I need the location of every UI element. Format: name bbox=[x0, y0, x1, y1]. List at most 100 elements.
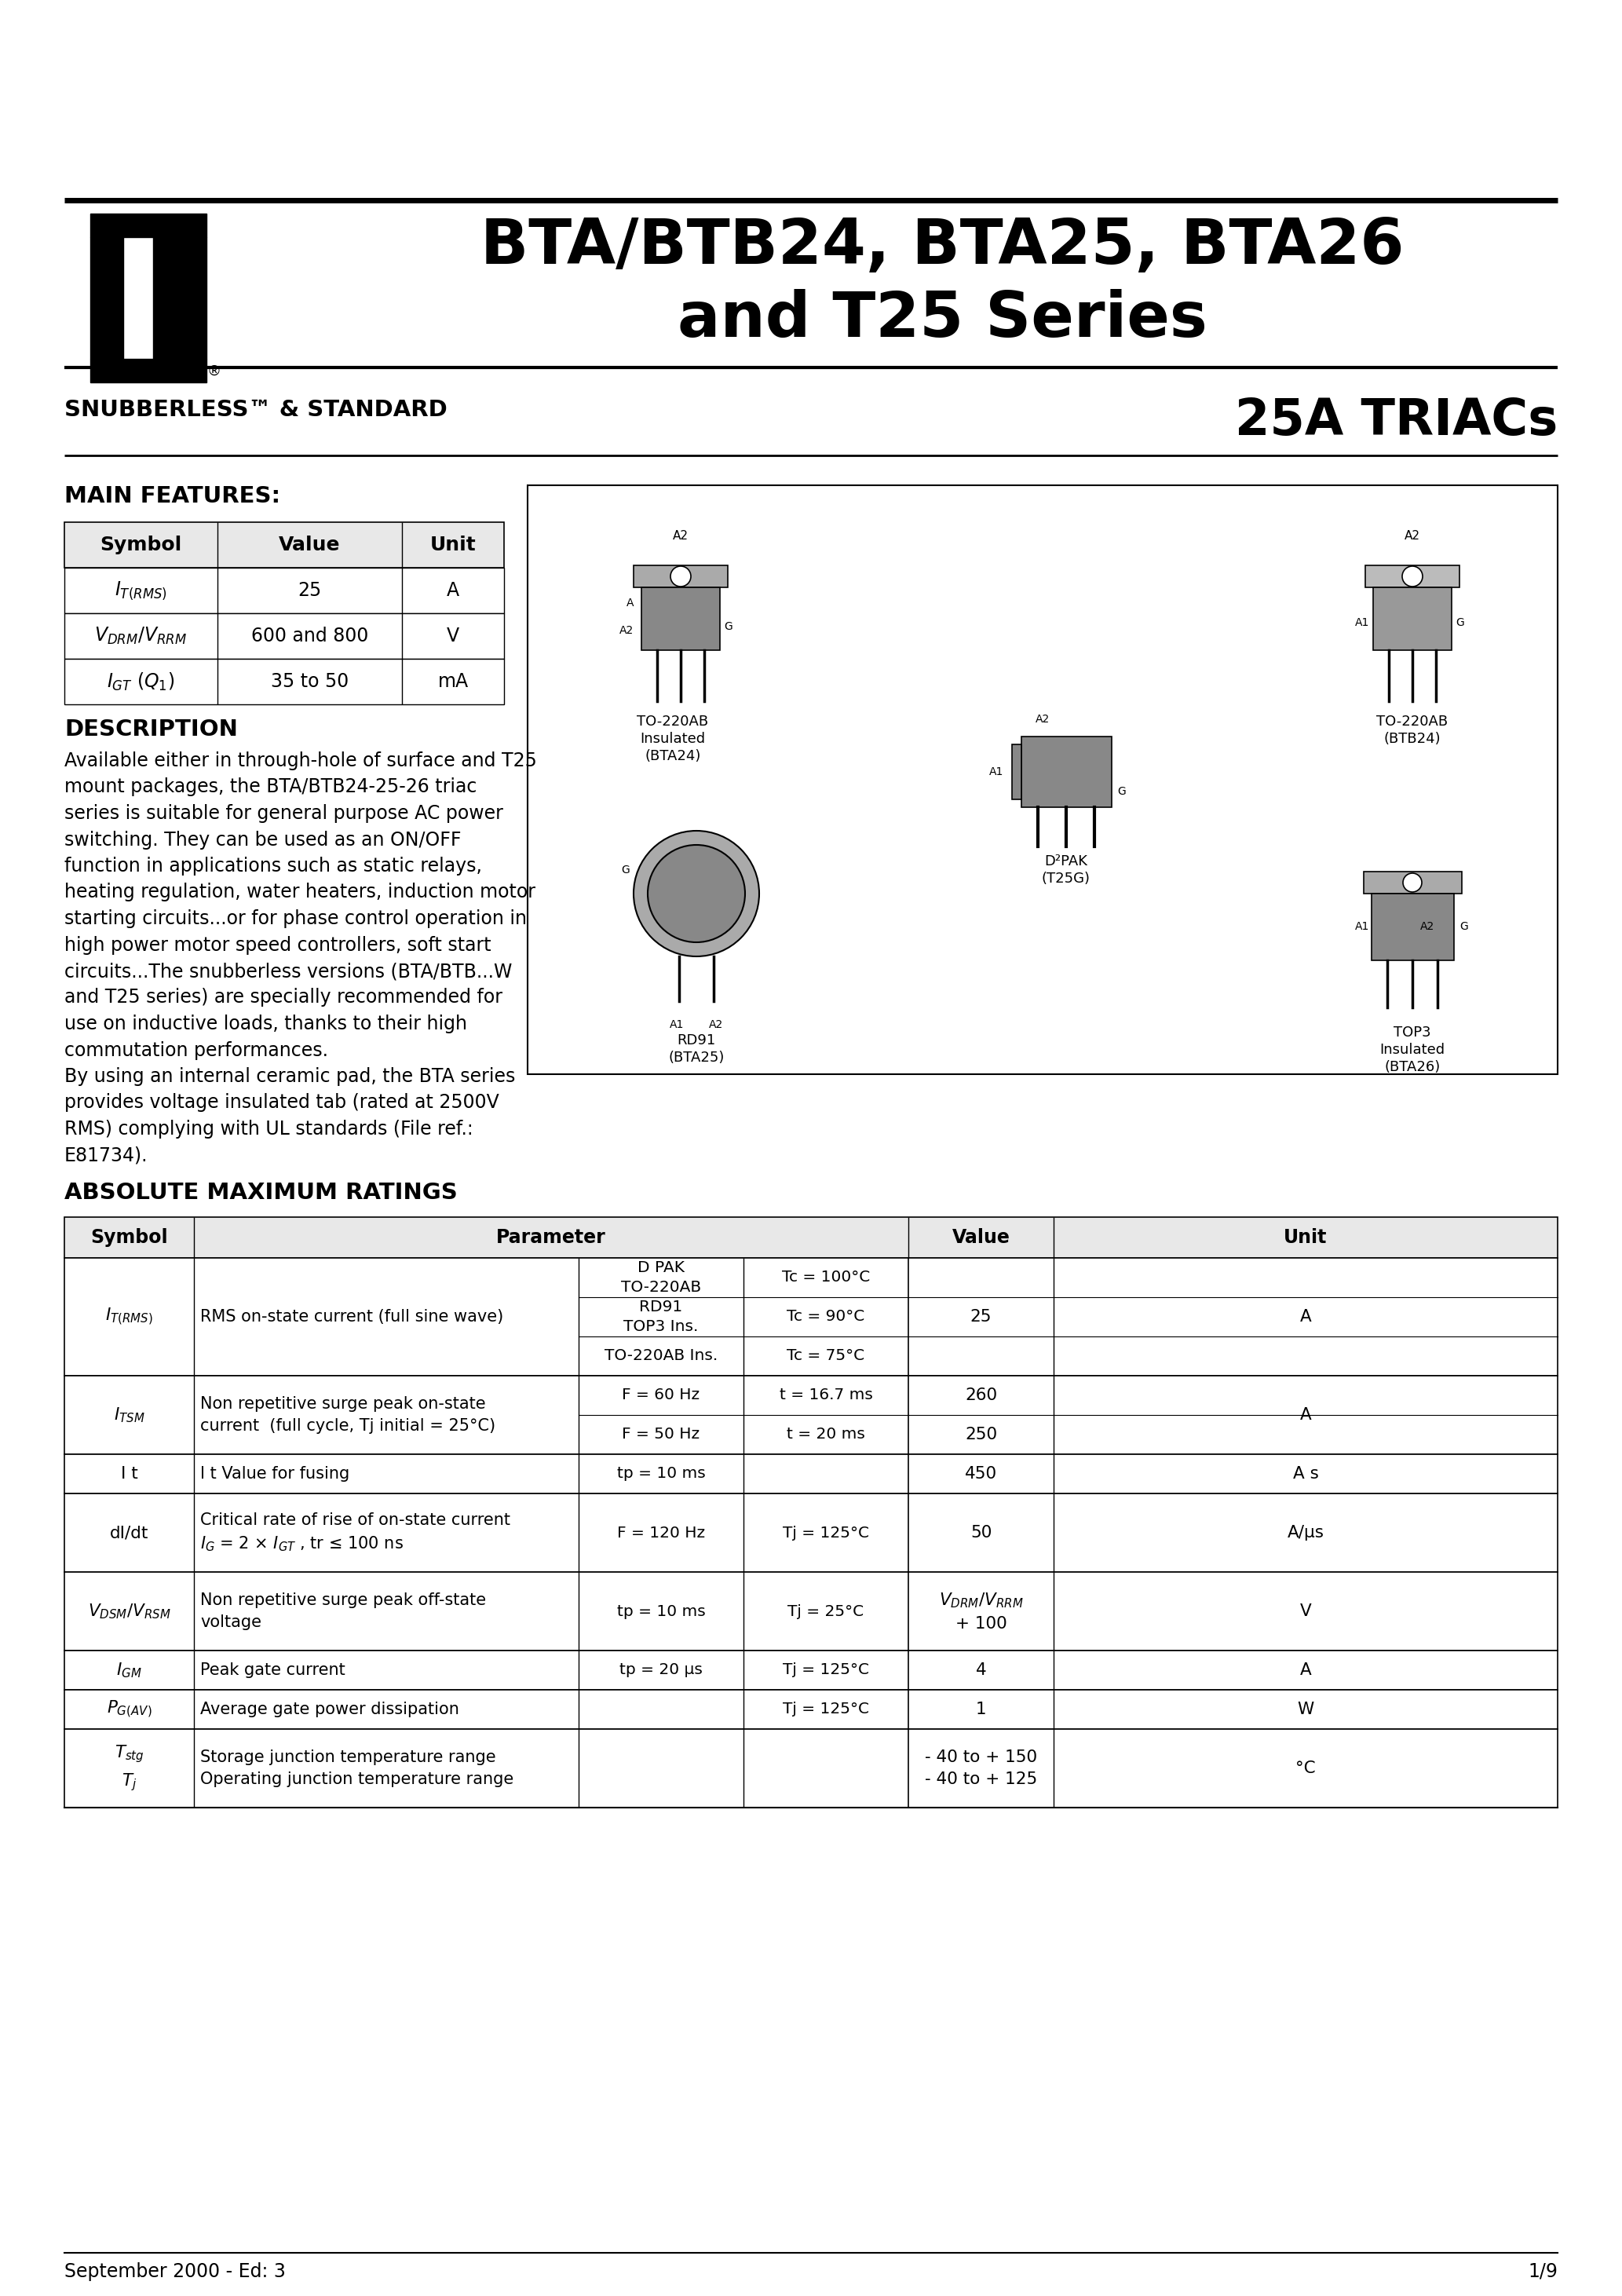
Text: A1: A1 bbox=[1354, 921, 1369, 932]
Circle shape bbox=[1403, 872, 1422, 893]
Text: G: G bbox=[1455, 618, 1465, 629]
Bar bbox=[1374, 588, 1452, 650]
Text: (BTA26): (BTA26) bbox=[1385, 1061, 1440, 1075]
Bar bbox=[65, 1453, 1557, 1492]
Text: - 40 to + 150
- 40 to + 125: - 40 to + 150 - 40 to + 125 bbox=[925, 1750, 1036, 1786]
Text: G: G bbox=[621, 866, 629, 875]
Text: use on inductive loads, thanks to their high: use on inductive loads, thanks to their … bbox=[65, 1015, 467, 1033]
Text: $V_{DRM}/V_{RRM}$: $V_{DRM}/V_{RRM}$ bbox=[94, 627, 188, 645]
Text: (BTA24): (BTA24) bbox=[646, 748, 701, 765]
Text: TO-220AB Ins.: TO-220AB Ins. bbox=[605, 1348, 717, 1364]
Text: V: V bbox=[446, 627, 459, 645]
Text: function in applications such as static relays,: function in applications such as static … bbox=[65, 856, 482, 875]
Bar bbox=[527, 484, 1557, 1075]
Bar bbox=[1022, 737, 1111, 808]
Text: RD91: RD91 bbox=[676, 1033, 715, 1047]
Text: (BTB24): (BTB24) bbox=[1384, 732, 1440, 746]
Text: D PAK
TO-220AB: D PAK TO-220AB bbox=[621, 1261, 701, 1295]
Text: and T25 series) are specially recommended for: and T25 series) are specially recommende… bbox=[65, 987, 503, 1008]
Text: F = 60 Hz: F = 60 Hz bbox=[623, 1387, 701, 1403]
Bar bbox=[65, 613, 504, 659]
Text: G: G bbox=[1460, 921, 1468, 932]
Text: Symbol: Symbol bbox=[101, 535, 182, 553]
Text: $I_{T(RMS)}$: $I_{T(RMS)}$ bbox=[105, 1306, 152, 1327]
Text: Tj = 125°C: Tj = 125°C bbox=[783, 1662, 869, 1678]
Text: Value: Value bbox=[952, 1228, 1011, 1247]
Text: RD91
TOP3 Ins.: RD91 TOP3 Ins. bbox=[623, 1300, 699, 1334]
Text: A/μs: A/μs bbox=[1288, 1525, 1324, 1541]
Text: $T_{stg}$
$T_j$: $T_{stg}$ $T_j$ bbox=[114, 1743, 144, 1793]
Text: tp = 10 ms: tp = 10 ms bbox=[616, 1605, 706, 1619]
Text: 600 and 800: 600 and 800 bbox=[251, 627, 368, 645]
Bar bbox=[1012, 744, 1022, 799]
Text: $V_{DRM}$/$V_{RRM}$
+ 100: $V_{DRM}$/$V_{RRM}$ + 100 bbox=[939, 1591, 1023, 1632]
Text: Unit: Unit bbox=[430, 535, 477, 553]
Text: TO-220AB: TO-220AB bbox=[637, 714, 709, 730]
Text: RMS) complying with UL standards (File ref.:: RMS) complying with UL standards (File r… bbox=[65, 1120, 474, 1139]
Text: A: A bbox=[626, 597, 634, 608]
Text: A2: A2 bbox=[1405, 530, 1421, 542]
Text: 1: 1 bbox=[975, 1701, 986, 1717]
Text: TOP3: TOP3 bbox=[1393, 1026, 1431, 1040]
Text: (BTA25): (BTA25) bbox=[668, 1052, 725, 1065]
Text: F = 120 Hz: F = 120 Hz bbox=[616, 1525, 706, 1541]
Text: t = 20 ms: t = 20 ms bbox=[787, 1428, 865, 1442]
Circle shape bbox=[1401, 567, 1422, 585]
Text: A2: A2 bbox=[620, 625, 634, 636]
Text: 25: 25 bbox=[970, 1309, 991, 1325]
Circle shape bbox=[647, 845, 744, 941]
Text: A: A bbox=[1299, 1309, 1312, 1325]
Text: A2: A2 bbox=[1421, 921, 1434, 932]
Text: Tc = 75°C: Tc = 75°C bbox=[787, 1348, 865, 1364]
Text: Parameter: Parameter bbox=[496, 1228, 607, 1247]
Text: Symbol: Symbol bbox=[91, 1228, 167, 1247]
Bar bbox=[65, 1690, 1557, 1729]
Text: Tj = 125°C: Tj = 125°C bbox=[783, 1701, 869, 1717]
Text: Value: Value bbox=[279, 535, 341, 553]
Text: G: G bbox=[1118, 785, 1126, 797]
Text: high power motor speed controllers, soft start: high power motor speed controllers, soft… bbox=[65, 934, 491, 955]
Text: W: W bbox=[1298, 1701, 1314, 1717]
Text: dI/dt: dI/dt bbox=[110, 1525, 149, 1541]
Text: Insulated: Insulated bbox=[1380, 1042, 1445, 1056]
Text: Tc = 90°C: Tc = 90°C bbox=[787, 1309, 865, 1325]
Text: Non repetitive surge peak off-state
voltage: Non repetitive surge peak off-state volt… bbox=[200, 1593, 487, 1630]
Text: RMS on-state current (full sine wave): RMS on-state current (full sine wave) bbox=[200, 1309, 503, 1325]
Text: A1: A1 bbox=[1354, 618, 1369, 629]
Text: Peak gate current: Peak gate current bbox=[200, 1662, 345, 1678]
Text: $P_{G(AV)}$: $P_{G(AV)}$ bbox=[107, 1699, 152, 1720]
Circle shape bbox=[670, 567, 691, 585]
Bar bbox=[65, 1573, 1557, 1651]
Text: I t: I t bbox=[120, 1467, 138, 1481]
Text: A s: A s bbox=[1293, 1467, 1319, 1481]
Text: A: A bbox=[1299, 1407, 1312, 1424]
Bar bbox=[65, 1651, 1557, 1690]
Text: SNUBBERLESS™ & STANDARD: SNUBBERLESS™ & STANDARD bbox=[65, 400, 448, 420]
Text: Available either in through-hole of surface and T25: Available either in through-hole of surf… bbox=[65, 751, 537, 769]
Text: A1: A1 bbox=[989, 767, 1004, 778]
Text: G: G bbox=[723, 622, 732, 631]
Bar bbox=[1364, 872, 1461, 893]
Text: $I_{T(RMS)}$: $I_{T(RMS)}$ bbox=[115, 579, 167, 602]
Text: 25: 25 bbox=[298, 581, 321, 599]
Text: Storage junction temperature range
Operating junction temperature range: Storage junction temperature range Opera… bbox=[200, 1750, 514, 1786]
Bar bbox=[65, 1729, 1557, 1807]
Text: ABSOLUTE MAXIMUM RATINGS: ABSOLUTE MAXIMUM RATINGS bbox=[65, 1182, 457, 1203]
Text: 50: 50 bbox=[970, 1525, 991, 1541]
Text: September 2000 - Ed: 3: September 2000 - Ed: 3 bbox=[65, 2262, 285, 2282]
Text: A2: A2 bbox=[709, 1019, 723, 1031]
Text: commutation performances.: commutation performances. bbox=[65, 1040, 328, 1061]
Bar bbox=[65, 1492, 1557, 1573]
Bar bbox=[1372, 893, 1453, 960]
Text: 260: 260 bbox=[965, 1387, 998, 1403]
Text: ®: ® bbox=[206, 365, 221, 379]
Text: $I_{TSM}$: $I_{TSM}$ bbox=[114, 1405, 144, 1424]
Text: 450: 450 bbox=[965, 1467, 998, 1481]
Text: Critical rate of rise of on-state current
$I_G$ = 2 × $I_{GT}$ , tr ≤ 100 ns: Critical rate of rise of on-state curren… bbox=[200, 1513, 511, 1554]
Bar bbox=[65, 659, 504, 705]
Text: BTA/BTB24, BTA25, BTA26: BTA/BTB24, BTA25, BTA26 bbox=[480, 216, 1405, 278]
Circle shape bbox=[634, 831, 759, 957]
Text: heating regulation, water heaters, induction motor: heating regulation, water heaters, induc… bbox=[65, 884, 535, 902]
Polygon shape bbox=[91, 358, 206, 383]
Text: (T25G): (T25G) bbox=[1041, 872, 1090, 886]
